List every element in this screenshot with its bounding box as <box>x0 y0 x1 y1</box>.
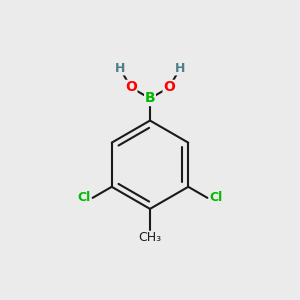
Text: Cl: Cl <box>77 191 90 204</box>
Text: O: O <box>125 80 137 94</box>
Text: H: H <box>115 62 125 75</box>
Text: B: B <box>145 92 155 106</box>
Text: O: O <box>163 80 175 94</box>
Text: CH₃: CH₃ <box>138 231 162 244</box>
Text: H: H <box>175 62 185 75</box>
Text: Cl: Cl <box>210 191 223 204</box>
